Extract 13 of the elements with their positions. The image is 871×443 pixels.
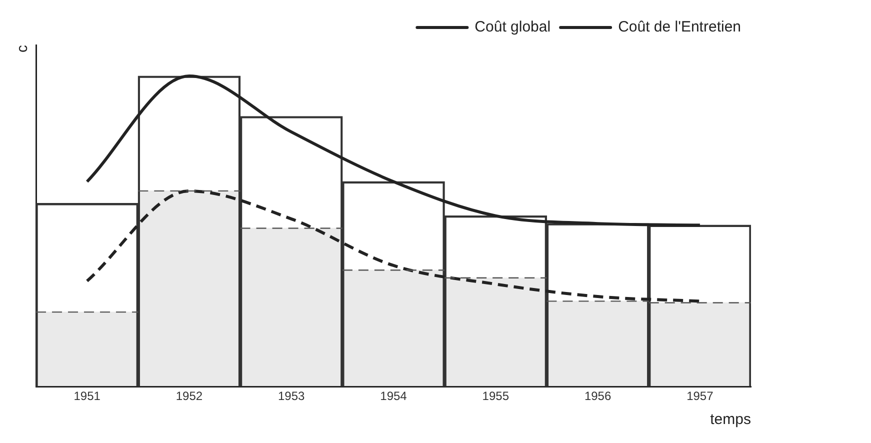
- y-axis-title: c: [14, 44, 32, 52]
- bar: [342, 270, 445, 387]
- x-tick-label: 1953: [278, 389, 306, 404]
- legend-label: Coût de l'Entretien: [618, 18, 741, 36]
- x-tick-label: 1951: [74, 389, 101, 404]
- x-tick-label: 1954: [380, 389, 408, 404]
- x-tick-label: 1956: [584, 389, 612, 404]
- bar: [36, 312, 138, 387]
- legend-label: Coût global: [474, 18, 551, 36]
- x-tick-label: 1957: [686, 389, 714, 404]
- x-axis-title: temps: [710, 411, 751, 428]
- x-tick-label: 1952: [176, 389, 203, 404]
- x-tick-label: 1955: [482, 389, 510, 404]
